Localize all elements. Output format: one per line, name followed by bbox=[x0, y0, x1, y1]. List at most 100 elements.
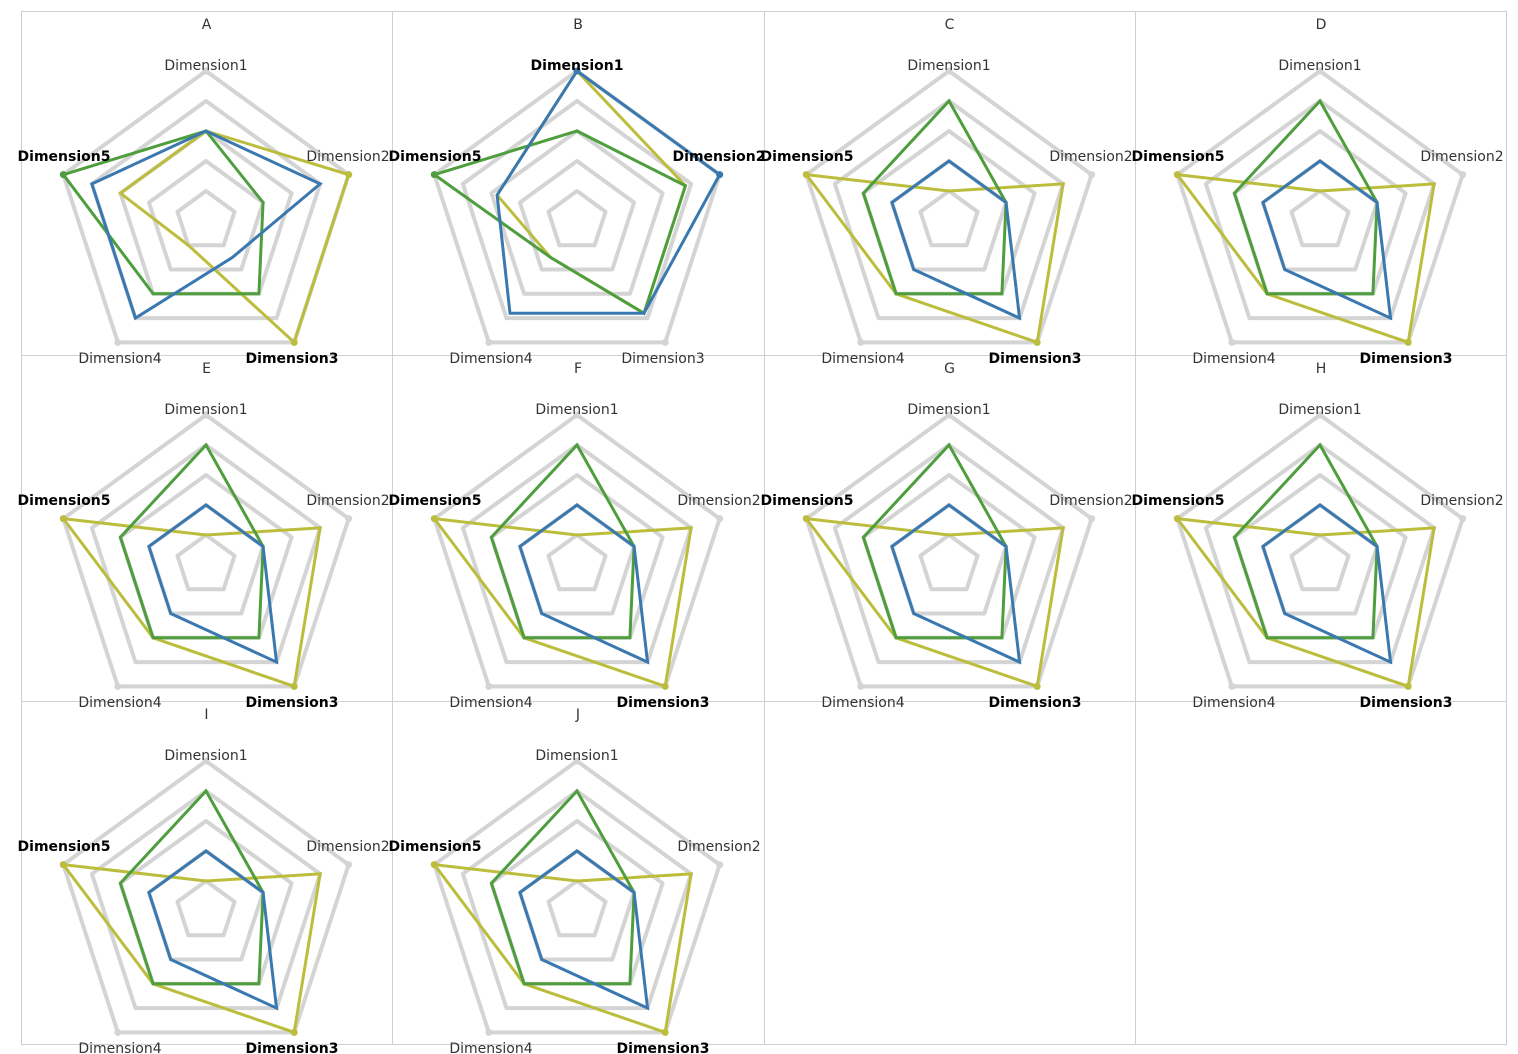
data-point-yellow bbox=[345, 171, 353, 179]
data-point-yellow bbox=[430, 861, 438, 869]
data-point-blue bbox=[573, 67, 581, 75]
series-line-blue bbox=[890, 503, 1022, 665]
data-point-yellow bbox=[59, 861, 67, 869]
series-line-yellow bbox=[1174, 172, 1436, 345]
data-point-yellow bbox=[802, 171, 810, 179]
grid-vertex-dot bbox=[202, 67, 210, 75]
grid-ring bbox=[1203, 443, 1437, 665]
grid-vertex-dot bbox=[345, 861, 353, 869]
grid-ring bbox=[460, 789, 694, 1011]
axis-label-dimension4: Dimension4 bbox=[821, 351, 904, 367]
panel-title: I bbox=[204, 707, 209, 723]
axis-label-dimension1: Dimension1 bbox=[164, 748, 247, 764]
grid-vertex-dot bbox=[1459, 171, 1467, 179]
axis-label-dimension1: Dimension1 bbox=[907, 402, 990, 418]
series-line-green bbox=[430, 129, 688, 316]
axis-label-dimension1: Dimension1 bbox=[535, 748, 618, 764]
radar-plot: Dimension1 Dimension2 Dimension3 Dimension4… bbox=[18, 58, 390, 367]
grid-ring bbox=[61, 413, 351, 689]
axis-label-dimension5: Dimension5 bbox=[18, 493, 111, 509]
series-line-green bbox=[60, 129, 265, 296]
axis-label-dimension3: Dimension3 bbox=[246, 695, 339, 711]
grid-ring bbox=[432, 413, 722, 689]
radar-panel-b: B Dimension1 Dimension2 Dimension3 Dimension… bbox=[389, 11, 766, 367]
series-line-blue bbox=[518, 849, 650, 1011]
axis-label-dimension3: Dimension3 bbox=[246, 351, 339, 367]
grid-ring bbox=[832, 443, 1066, 665]
axis-label-dimension5: Dimension5 bbox=[1132, 493, 1225, 509]
panel-title: B bbox=[573, 17, 583, 33]
series-line-yellow bbox=[431, 516, 693, 689]
axis-label-dimension3: Dimension3 bbox=[617, 695, 710, 711]
grid-vertex-dot bbox=[114, 1028, 122, 1036]
panel-title: C bbox=[944, 17, 955, 33]
grid-ring bbox=[1289, 189, 1351, 248]
series-line-blue bbox=[90, 129, 323, 321]
axis-label-dimension4: Dimension4 bbox=[821, 695, 904, 711]
data-point-blue bbox=[716, 171, 724, 179]
series-line-blue bbox=[147, 849, 279, 1011]
series-line-blue bbox=[147, 503, 279, 665]
series-line-green bbox=[489, 788, 636, 986]
data-point-yellow bbox=[1173, 515, 1181, 523]
data-point-yellow bbox=[290, 1028, 298, 1036]
data-point-yellow bbox=[661, 682, 669, 690]
radar-plot: Dimension1 Dimension2 Dimension3 Dimension4… bbox=[389, 748, 761, 1054]
grid-ring bbox=[175, 189, 237, 248]
grid-vertex-dot bbox=[1228, 338, 1236, 346]
grid-vertex-dot bbox=[1088, 171, 1096, 179]
data-point-yellow bbox=[1404, 682, 1412, 690]
panel-title: D bbox=[1315, 17, 1327, 33]
axis-label-dimension2: Dimension2 bbox=[306, 493, 389, 509]
data-point-green bbox=[59, 171, 67, 179]
series-line-yellow bbox=[803, 516, 1065, 689]
grid-ring bbox=[1175, 69, 1465, 345]
axis-label-dimension2: Dimension2 bbox=[677, 839, 760, 855]
grid-ring bbox=[61, 69, 351, 345]
grid-ring bbox=[460, 443, 694, 665]
axis-label-dimension1: Dimension1 bbox=[531, 58, 624, 74]
panel-title: H bbox=[1315, 361, 1327, 377]
grid-vertex-dot bbox=[202, 411, 210, 419]
grid-ring bbox=[804, 413, 1094, 689]
radar-panel-d: D Dimension1 Dimension2 Dimension3 Dimension… bbox=[1132, 11, 1507, 367]
grid-vertex-dot bbox=[1316, 67, 1324, 75]
axis-label-dimension4: Dimension4 bbox=[78, 1041, 161, 1054]
grid-ring bbox=[918, 533, 980, 592]
data-point-yellow bbox=[59, 515, 67, 523]
grid-vertex-dot bbox=[857, 682, 865, 690]
radar-panel-a: A Dimension1 Dimension2 Dimension3 Dimension… bbox=[18, 11, 392, 367]
radar-plot: Dimension1 Dimension2 Dimension3 Dimension4… bbox=[18, 402, 390, 711]
axis-label-dimension3: Dimension3 bbox=[621, 351, 704, 367]
series-line-green bbox=[1232, 442, 1379, 640]
panel-title: E bbox=[202, 361, 211, 377]
data-point-yellow bbox=[1033, 682, 1041, 690]
axis-label-dimension5: Dimension5 bbox=[18, 149, 111, 165]
series-line-blue bbox=[495, 68, 722, 315]
radar-panel-e: E Dimension1 Dimension2 Dimension3 Dimension… bbox=[18, 355, 392, 711]
radar-panel-h: H Dimension1 Dimension2 Dimension3 Dimension… bbox=[1132, 355, 1507, 711]
axis-label-dimension5: Dimension5 bbox=[389, 839, 482, 855]
series-line-blue bbox=[1261, 159, 1393, 321]
axis-label-dimension1: Dimension1 bbox=[535, 402, 618, 418]
panel-title: F bbox=[573, 361, 583, 377]
grid-ring bbox=[89, 789, 323, 1011]
radar-panel-f: F Dimension1 Dimension2 Dimension3 Dimension… bbox=[389, 355, 764, 711]
series-line-blue bbox=[518, 503, 650, 665]
grid-vertex-dot bbox=[716, 515, 724, 523]
grid-ring bbox=[546, 189, 608, 248]
series-line-yellow bbox=[803, 172, 1065, 345]
grid-vertex-dot bbox=[1228, 682, 1236, 690]
radar-plot: Dimension1 Dimension2 Dimension3 Dimension4… bbox=[1132, 58, 1504, 367]
axis-label-dimension4: Dimension4 bbox=[449, 351, 532, 367]
radar-panel-c: C Dimension1 Dimension2 Dimension3 Dimension… bbox=[761, 11, 1135, 367]
series-line-yellow bbox=[431, 862, 693, 1035]
axis-label-dimension3: Dimension3 bbox=[1360, 695, 1453, 711]
grid-vertex-dot bbox=[1088, 515, 1096, 523]
axis-label-dimension2: Dimension2 bbox=[1049, 149, 1132, 165]
data-point-yellow bbox=[661, 1028, 669, 1036]
series-line-blue bbox=[1261, 503, 1393, 665]
series-line-green bbox=[118, 442, 265, 640]
axis-label-dimension2: Dimension2 bbox=[1049, 493, 1132, 509]
axis-label-dimension3: Dimension3 bbox=[246, 1041, 339, 1054]
